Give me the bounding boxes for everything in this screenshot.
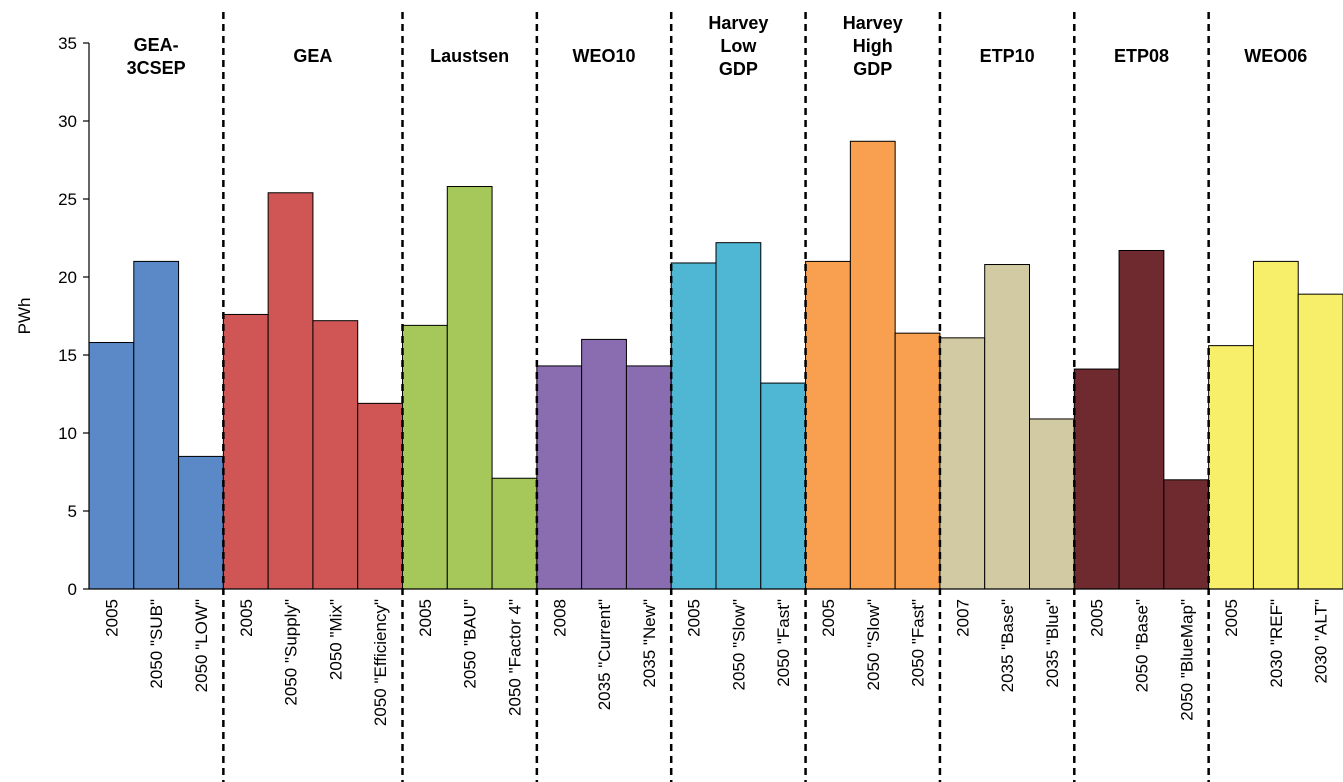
category-label: 2007 [953,599,972,637]
bar-g7-b0 [1073,368,1120,590]
labels: 2005 2050 "SUB" 2050 "LOW" GEA-3CSEP 2005 205… [102,13,1330,726]
y-tick-label: 25 [58,190,77,209]
bar-g1-b3 [357,402,403,590]
category-label: 2050 "Slow" [729,599,748,690]
bar-g5-b2 [894,332,941,590]
y-axis-title: PWh [15,298,34,335]
category-label: 2005 [102,599,121,637]
group-label: Harvey High GDP [843,13,903,79]
bar-g6-b0 [939,337,986,590]
category-label: 2050 "Slow" [864,599,883,690]
bar-g5-b1 [849,140,896,590]
category-label: 2030 "ALT" [1312,599,1331,684]
category-label: 2005 [1222,599,1241,637]
bar-g7-b1 [1118,249,1165,590]
bar-g2-b2 [491,477,538,590]
category-label: 2050 "Fast" [774,599,793,687]
bar-g0-b2 [178,455,224,590]
bars-layer [88,140,1343,590]
axes: 0 5 10 15 20 25 30 35 PWh [15,34,1343,599]
category-label: 2050 "SUB" [147,599,166,689]
bar-g2-b1 [446,186,493,590]
group-label: WEO06 [1244,46,1307,66]
bar-g3-b1 [581,338,627,590]
category-label: 2050 "Mix" [326,599,345,680]
y-tick-label: 15 [58,346,77,365]
category-label: 2050 "Base" [1132,599,1151,692]
bar-g6-b1 [984,264,1031,590]
category-label: 2005 [1088,599,1107,637]
bar-g4-b1 [715,242,762,590]
category-label: 2050 "BlueMap" [1177,599,1196,721]
group-label: WEO10 [573,46,636,66]
category-label: 2035 "New" [640,599,659,688]
category-label: 2005 [237,599,256,637]
bar-g2-b0 [402,324,448,590]
group-label: GEA [293,46,332,66]
bar-g6-b2 [1029,418,1075,590]
group-label: ETP10 [980,46,1035,66]
category-label: 2005 [416,599,435,637]
bar-g0-b1 [133,260,180,590]
bar-g1-b1 [267,192,314,590]
group-label: ETP08 [1114,46,1169,66]
bar-g8-b2 [1297,293,1343,590]
category-label: 2050 "Factor 4" [505,599,524,716]
category-label: 2030 "REF" [1267,599,1286,688]
category-label: 2035 "Blue" [1043,599,1062,688]
bar-g3-b0 [536,365,583,590]
y-tick-label: 35 [58,34,77,53]
category-label: 2050 "Efficiency" [371,599,390,726]
bar-g8-b1 [1252,260,1299,590]
category-label: 2050 "BAU" [461,599,480,689]
bar-g4-b0 [670,262,717,590]
group-separators [222,12,1210,782]
category-label: 2008 [550,599,569,637]
y-tick-label: 0 [68,580,77,599]
bar-g4-b2 [760,382,807,590]
y-tick-label: 30 [58,112,77,131]
group-label: Harvey Low GDP [708,13,768,79]
y-tick-label: 10 [58,424,77,443]
category-label: 2035 "Current" [595,599,614,710]
category-label: 2050 "LOW" [192,599,211,692]
category-label: 2050 "Supply" [282,599,301,706]
bar-g7-b2 [1163,479,1210,590]
category-label: 2035 "Base" [998,599,1017,692]
bar-g8-b0 [1208,345,1254,590]
bar-g0-b0 [88,342,135,590]
bar-g3-b2 [625,365,672,590]
bar-g1-b0 [222,313,269,590]
category-label: 2050 "Fast" [909,599,928,687]
category-label: 2005 [685,599,704,637]
group-label: Laustsen [430,46,509,66]
group-label: GEA-3CSEP [127,35,186,78]
y-tick-label: 5 [68,502,77,521]
category-label: 2005 [819,599,838,637]
bar-g5-b0 [805,260,851,590]
y-tick-label: 20 [58,268,77,287]
bar-g1-b2 [312,320,359,590]
